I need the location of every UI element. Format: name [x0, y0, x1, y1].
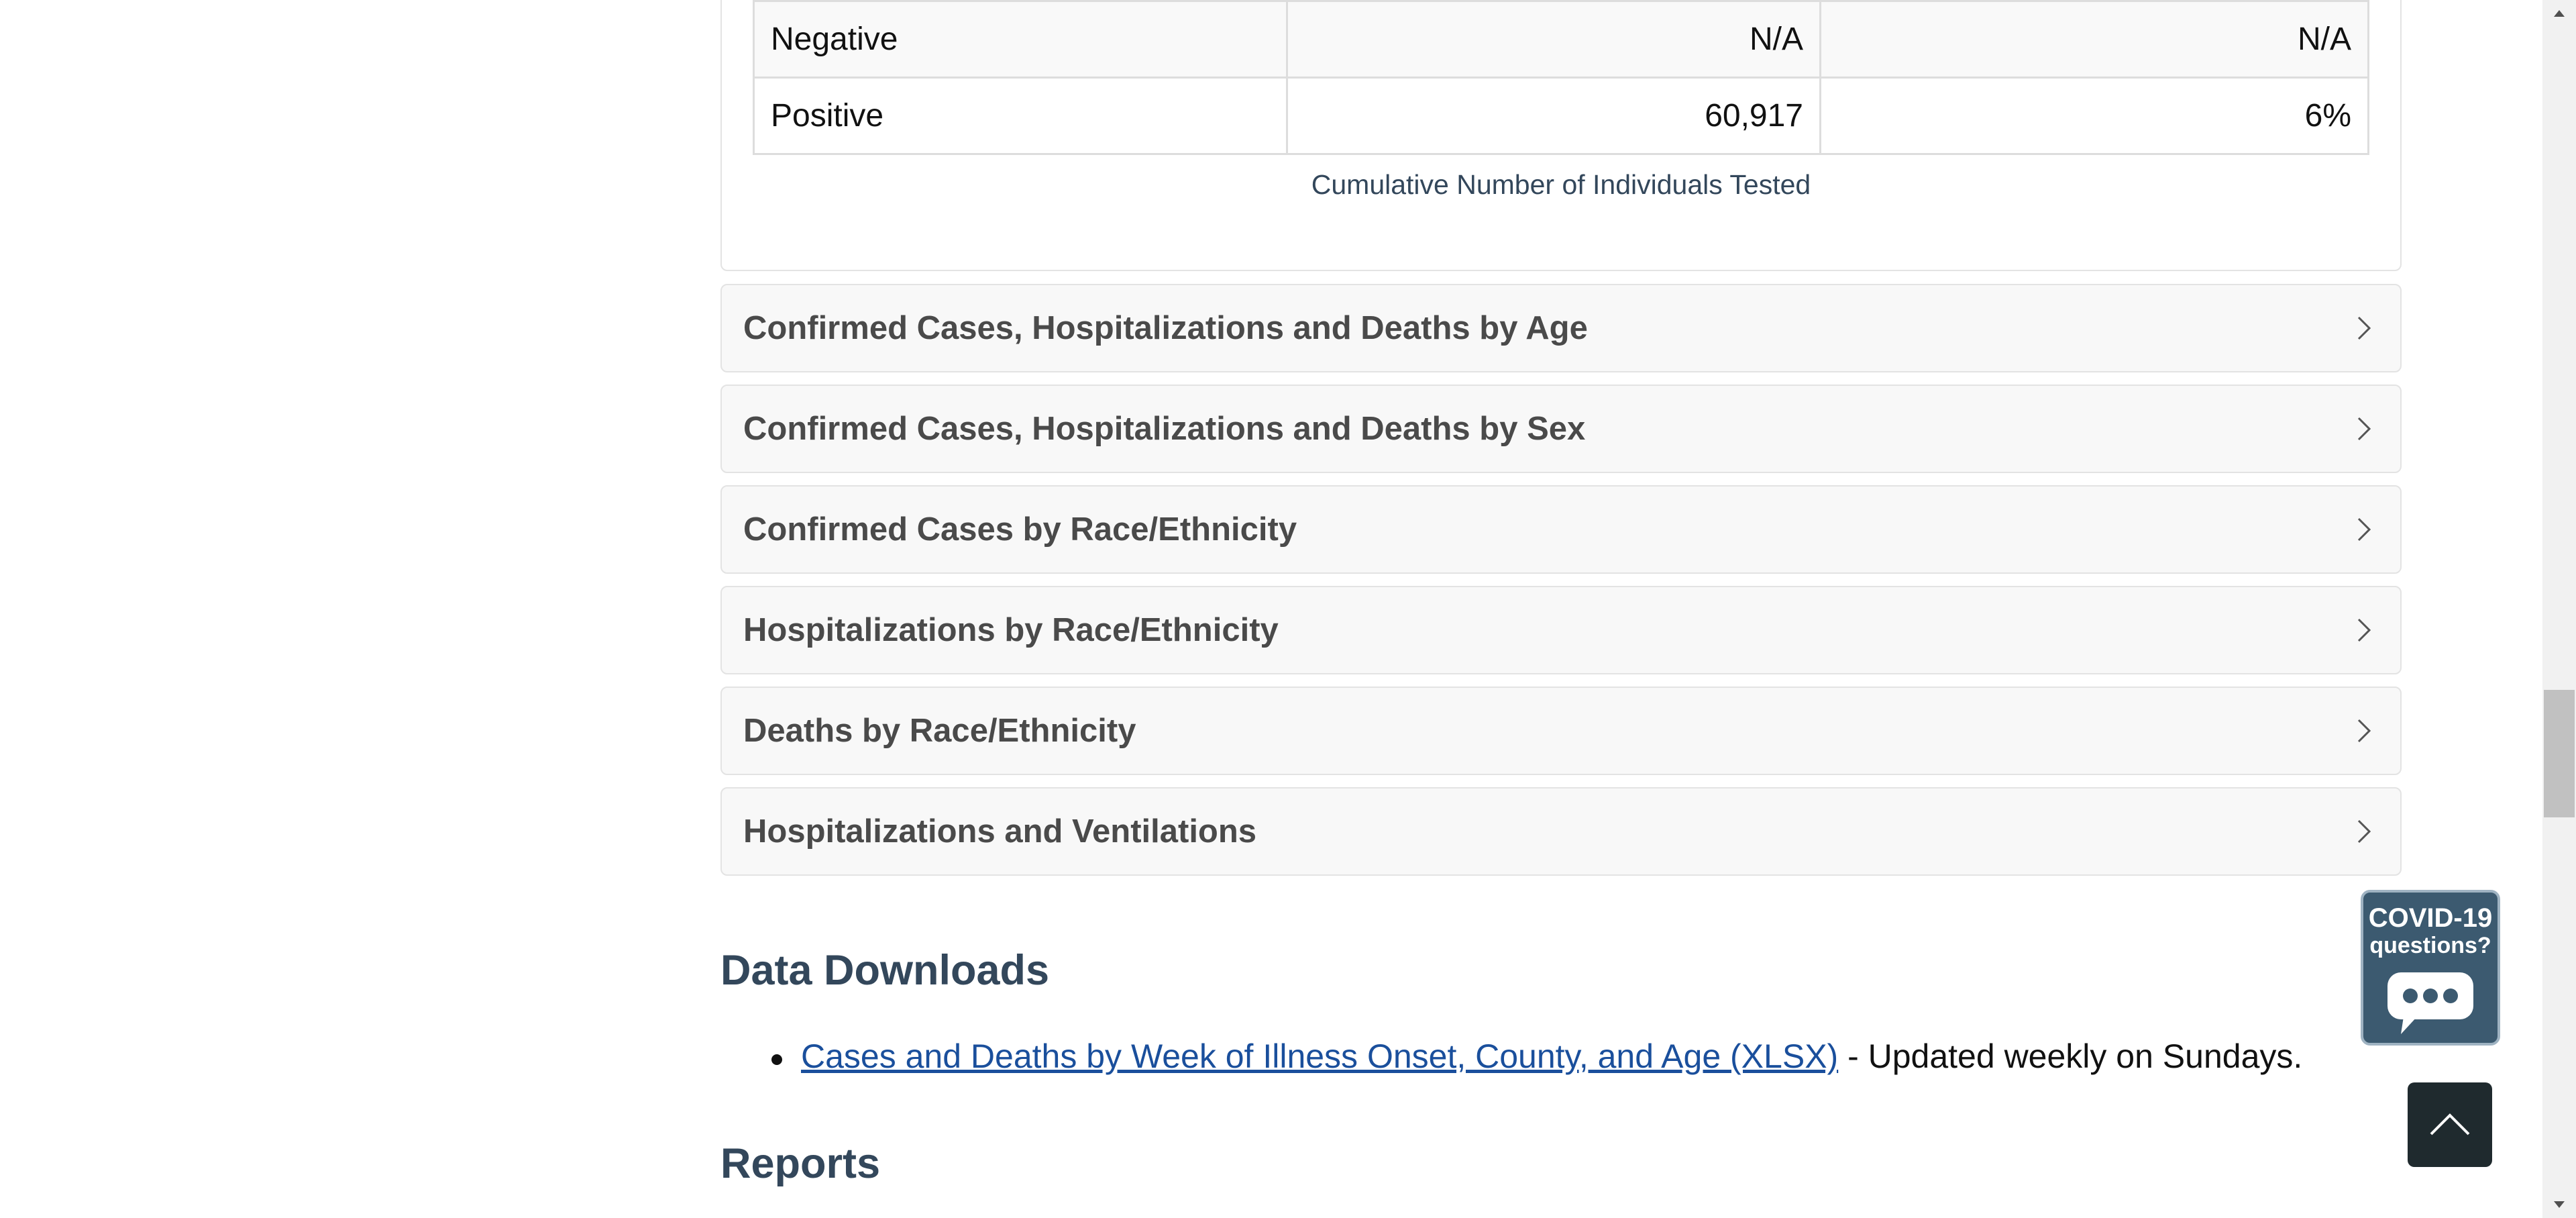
row-percent: N/A [1819, 0, 2369, 79]
accordion-cases-by-race[interactable]: Confirmed Cases by Race/Ethnicity [720, 485, 2402, 574]
accordion-deaths-by-race[interactable]: Deaths by Race/Ethnicity [720, 687, 2402, 775]
row-label: Positive [753, 77, 1288, 155]
chevron-up-icon [2430, 1113, 2470, 1135]
accordion-hospitalizations-by-race[interactable]: Hospitalizations by Race/Ethnicity [720, 586, 2402, 674]
list-item: Cases and Deaths by Week of Illness Onse… [771, 1037, 2302, 1076]
accordion-title: Deaths by Race/Ethnicity [743, 713, 1136, 749]
chevron-right-icon [2357, 417, 2371, 441]
chevron-right-icon [2357, 719, 2371, 743]
accordion-title: Hospitalizations by Race/Ethnicity [743, 612, 1279, 648]
scroll-down-button[interactable] [2542, 1191, 2576, 1218]
bullet-icon [771, 1054, 782, 1065]
reports-heading: Reports [720, 1140, 881, 1187]
chevron-right-icon [2357, 517, 2371, 542]
widget-line1: COVID-19 [2368, 903, 2493, 933]
data-downloads-heading: Data Downloads [720, 947, 1050, 994]
caret-up-icon [2554, 10, 2565, 17]
widget-line2: questions? [2369, 933, 2491, 958]
covid-questions-widget[interactable]: COVID-19 questions? [2361, 890, 2500, 1046]
accordion-title: Confirmed Cases, Hospitalizations and De… [743, 411, 1586, 447]
table-caption: Cumulative Number of Individuals Tested [1311, 169, 1811, 200]
download-note: - Updated weekly on Sundays. [1838, 1037, 2303, 1075]
scroll-up-button[interactable] [2542, 0, 2576, 27]
chevron-right-icon [2357, 618, 2371, 642]
scrollbar-thumb[interactable] [2544, 690, 2575, 817]
row-count: N/A [1286, 0, 1821, 79]
row-count: 60,917 [1286, 77, 1821, 155]
tested-table: Negative N/A N/A Positive 60,917 6% [753, 0, 2369, 155]
back-to-top-button[interactable] [2408, 1082, 2492, 1167]
download-link-xlsx[interactable]: Cases and Deaths by Week of Illness Onse… [801, 1037, 1839, 1075]
table-row: Negative N/A N/A [753, 0, 2369, 79]
caret-down-icon [2554, 1201, 2565, 1208]
table-row: Positive 60,917 6% [753, 77, 2369, 155]
chevron-right-icon [2357, 819, 2371, 844]
accordion-hospitalizations-ventilations[interactable]: Hospitalizations and Ventilations [720, 787, 2402, 876]
accordion-title: Confirmed Cases, Hospitalizations and De… [743, 310, 1588, 346]
row-percent: 6% [1819, 77, 2369, 155]
chat-bubble-icon [2387, 972, 2473, 1034]
accordion-title: Confirmed Cases by Race/Ethnicity [743, 511, 1297, 548]
chevron-right-icon [2357, 316, 2371, 340]
accordion-cases-by-age[interactable]: Confirmed Cases, Hospitalizations and De… [720, 284, 2402, 372]
row-label: Negative [753, 0, 1288, 79]
accordion-title: Hospitalizations and Ventilations [743, 813, 1257, 850]
scrollbar[interactable] [2542, 0, 2576, 1218]
accordion-cases-by-sex[interactable]: Confirmed Cases, Hospitalizations and De… [720, 385, 2402, 473]
